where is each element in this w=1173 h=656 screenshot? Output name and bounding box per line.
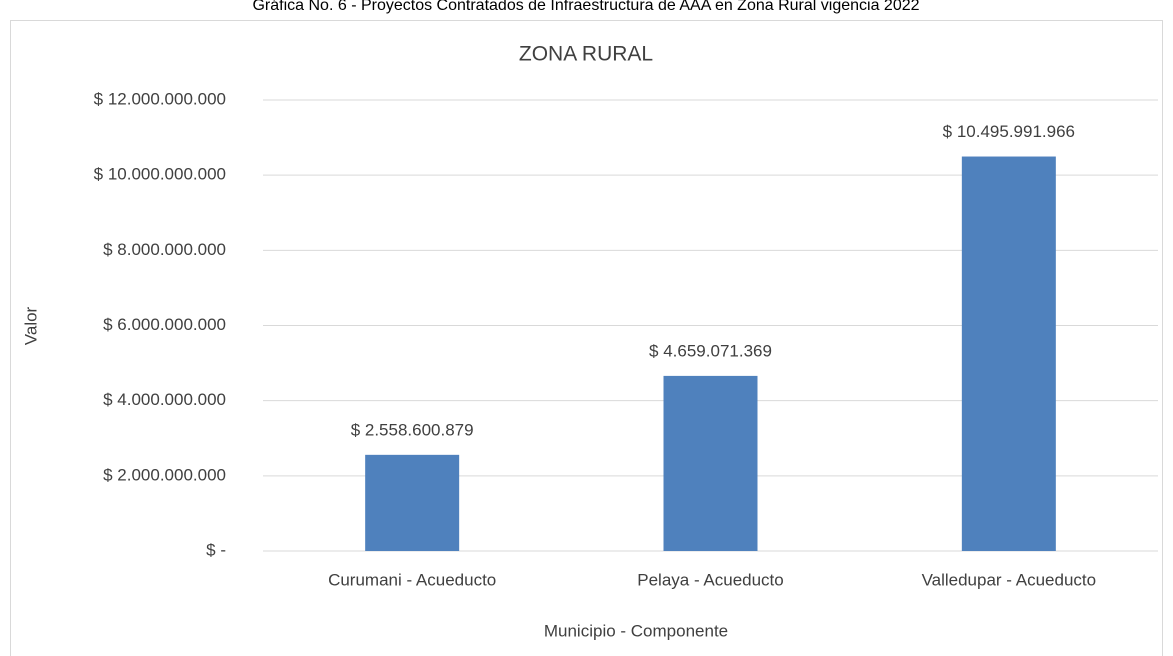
x-tick-label: Curumani - Acueducto [328, 570, 496, 589]
bar [961, 156, 1056, 551]
bar [365, 454, 460, 551]
x-axis-label: Municipio - Componente [544, 621, 728, 640]
chart-title: ZONA RURAL [519, 43, 653, 66]
bar [663, 375, 758, 551]
y-tick-label: $ 6.000.000.000 [103, 315, 226, 334]
data-label: $ 2.558.600.879 [351, 420, 474, 439]
y-tick-label: $ - [206, 540, 226, 559]
x-tick-label: Valledupar - Acueducto [922, 570, 1097, 589]
y-tick-label: $ 2.000.000.000 [103, 465, 226, 484]
chart-caption: Gráfica No. 6 - Proyectos Contratados de… [252, 0, 919, 14]
data-label: $ 10.495.991.966 [943, 122, 1075, 141]
y-tick-label: $ 4.000.000.000 [103, 390, 226, 409]
chart-border [10, 20, 1163, 656]
y-tick-label: $ 8.000.000.000 [103, 240, 226, 259]
y-tick-label: $ 10.000.000.000 [94, 165, 226, 184]
x-tick-label: Pelaya - Acueducto [637, 570, 783, 589]
y-axis-label: Valor [21, 306, 40, 345]
data-label: $ 4.659.071.369 [649, 341, 772, 360]
y-tick-label: $ 12.000.000.000 [94, 89, 226, 108]
